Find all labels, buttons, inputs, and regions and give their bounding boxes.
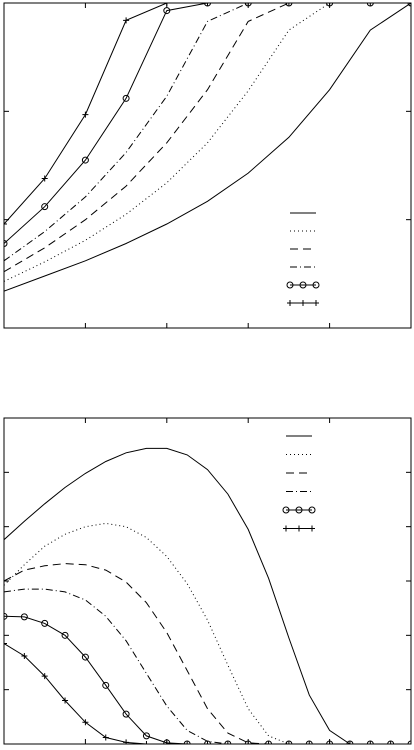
data-point-circle [81,156,89,164]
data-point-plus [41,673,48,680]
series-line-solid [4,447,411,744]
data-point-plus [387,741,394,744]
data-point-plus [326,741,333,744]
data-point-circle [122,94,130,102]
data-point-plus [326,3,333,6]
data-point-plus [123,739,130,744]
data-point-circle [81,653,89,661]
data-point-plus [82,111,89,118]
data-point-circle [41,203,49,211]
data-point-plus [346,741,353,744]
data-point-plus [184,741,191,744]
legend [282,435,316,532]
legend-marker-plus [283,525,289,532]
data-point-circle [122,710,130,718]
data-point-plus [204,741,211,744]
legend-marker-plus [300,300,306,306]
series-line-dotted [4,522,411,744]
data-point-plus [245,741,252,744]
data-point-plus [41,175,48,182]
legend-marker-circle [308,506,316,514]
data-point-plus [163,741,170,744]
legend-marker-plus [309,525,315,532]
legend-marker-circle [312,281,320,289]
legend-marker-circle [299,281,307,289]
data-point-plus [102,734,109,741]
data-point-plus [245,3,252,6]
series-line-dashdot [4,588,411,744]
legend-marker-plus [287,300,293,306]
legend-marker-circle [286,281,294,289]
data-point-plus [285,3,292,6]
plot-frame [3,417,412,745]
series-line-plus [4,3,411,225]
data-point-circle [163,739,171,744]
series-line-dashed [4,3,411,273]
data-point-plus [367,3,374,6]
series-line-dotted [4,3,411,282]
series-line-solid [4,3,411,292]
legend-marker-plus [296,525,302,532]
data-point-circle [20,613,28,621]
data-point-plus [4,221,7,227]
plot-area [4,447,411,744]
data-point-circle [41,619,49,627]
data-point-plus [62,697,69,704]
series-line-plus [4,643,411,744]
series-line-circles [4,615,411,744]
plot-frame [3,2,412,329]
data-point-plus [285,741,292,744]
chart-panel-2 [3,417,412,745]
data-point-circle [4,240,8,247]
data-point-plus [143,741,150,744]
data-point-plus [163,3,170,6]
data-point-plus [82,719,89,726]
data-point-plus [4,640,7,647]
series-line-dashdot [4,3,411,262]
series-line-circles [4,3,411,244]
legend [286,212,320,306]
plot-area [4,3,411,292]
data-point-plus [123,17,130,24]
data-point-circle [102,681,110,689]
legend-marker-circle [282,506,290,514]
chart-panel-1 [3,2,412,329]
legend-marker-plus [313,300,319,306]
data-point-circle [61,631,69,639]
data-point-circle [163,7,171,15]
data-point-circle [142,732,150,740]
data-point-circle [4,612,8,620]
data-point-plus [21,652,28,659]
data-point-plus [224,741,231,744]
data-point-plus [306,741,313,744]
data-point-plus [204,3,211,6]
data-point-plus [367,741,374,744]
legend-marker-circle [295,506,303,514]
series-line-dashed [4,563,411,744]
data-point-plus [265,741,272,744]
